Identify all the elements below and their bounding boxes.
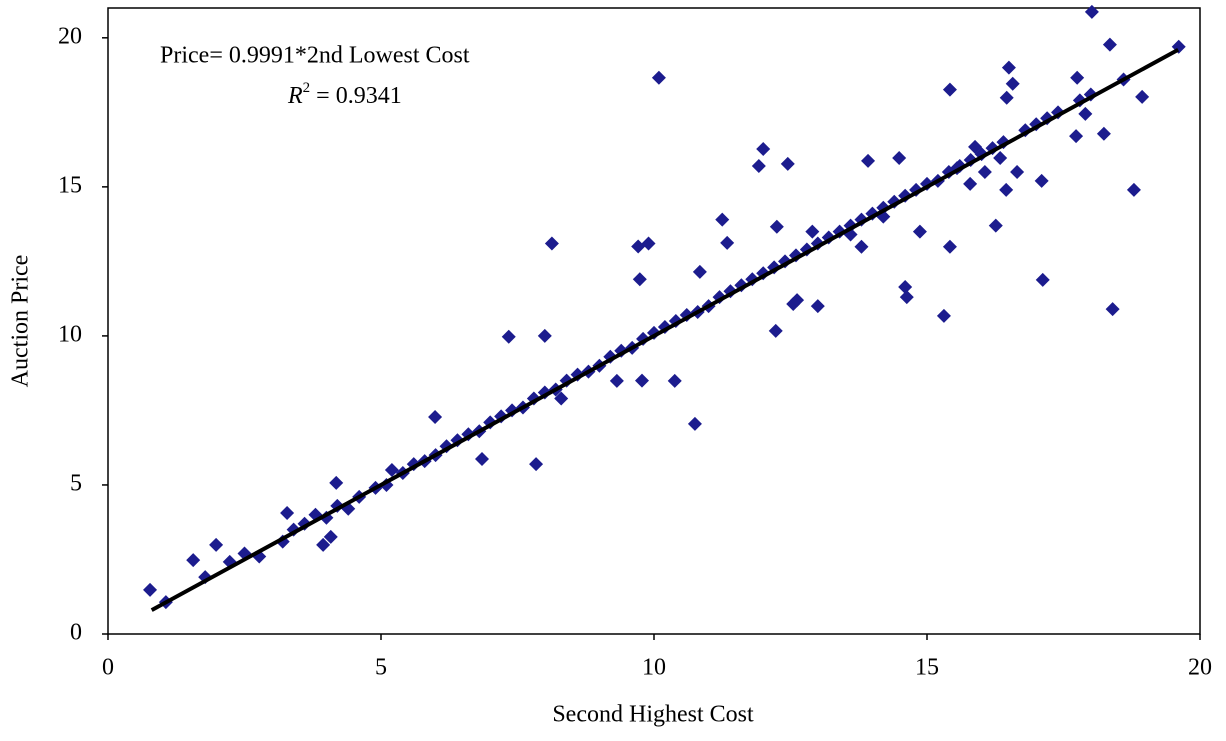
- point: [687, 416, 702, 431]
- point: [143, 582, 158, 597]
- point: [942, 239, 957, 254]
- r-power: 2: [303, 80, 311, 96]
- point: [329, 475, 344, 490]
- point: [631, 239, 646, 254]
- point: [936, 308, 951, 323]
- point: [1034, 173, 1049, 188]
- point: [280, 505, 295, 520]
- point: [186, 553, 201, 568]
- point: [609, 373, 624, 388]
- point: [692, 264, 707, 279]
- point: [861, 153, 876, 168]
- point: [999, 182, 1014, 197]
- point: [988, 218, 1003, 233]
- point: [209, 537, 224, 552]
- point: [1001, 60, 1016, 75]
- point: [316, 537, 331, 552]
- point: [1005, 76, 1020, 91]
- point: [799, 242, 814, 257]
- point: [384, 463, 399, 478]
- x-tick-label: 0: [102, 655, 114, 681]
- point: [780, 156, 795, 171]
- y-tick-label: 15: [58, 172, 82, 198]
- point: [1069, 129, 1084, 144]
- point: [554, 391, 569, 406]
- point: [999, 90, 1014, 105]
- point: [475, 452, 490, 467]
- point: [1070, 70, 1085, 85]
- x-tick-label: 10: [642, 655, 666, 681]
- y-tick-label: 5: [70, 470, 82, 496]
- x-axis-label: Second Highest Cost: [552, 702, 754, 728]
- point: [898, 280, 913, 295]
- point: [641, 236, 656, 251]
- plot-frame: [107, 7, 1201, 635]
- r-squared: R2 = 0.9341: [287, 80, 402, 108]
- r-symbol: R: [287, 83, 303, 109]
- x-tick-label: 20: [1188, 655, 1212, 681]
- point: [805, 224, 820, 239]
- point: [768, 323, 783, 338]
- point: [892, 150, 907, 165]
- r-value: = 0.9341: [316, 83, 402, 109]
- point: [1135, 89, 1150, 104]
- point: [810, 299, 825, 314]
- point: [854, 239, 869, 254]
- x-tick-label: 15: [915, 655, 939, 681]
- point: [1102, 37, 1117, 52]
- point: [769, 219, 784, 234]
- point: [323, 529, 338, 544]
- point: [1084, 4, 1099, 19]
- point: [428, 409, 443, 424]
- fit-equation: Price= 0.9991*2nd Lowest Cost: [160, 43, 470, 69]
- point: [899, 290, 914, 305]
- point: [501, 329, 516, 344]
- point: [632, 272, 647, 287]
- point: [1078, 106, 1093, 121]
- point: [977, 164, 992, 179]
- point: [720, 235, 735, 250]
- point: [544, 236, 559, 251]
- point: [667, 373, 682, 388]
- point: [1096, 126, 1111, 141]
- point: [651, 70, 666, 85]
- y-axis-label: Auction Price: [8, 255, 34, 388]
- y-tick-label: 10: [58, 321, 82, 347]
- point: [993, 150, 1008, 165]
- fit-line: [150, 47, 1180, 612]
- point: [1105, 302, 1120, 317]
- point: [634, 373, 649, 388]
- point: [756, 141, 771, 156]
- point: [715, 212, 730, 227]
- point: [790, 293, 805, 308]
- point: [942, 82, 957, 97]
- point: [1010, 164, 1025, 179]
- y-tick-label: 20: [58, 23, 82, 49]
- point: [1126, 182, 1141, 197]
- point: [537, 328, 552, 343]
- point: [963, 176, 978, 191]
- point: [751, 158, 766, 173]
- point: [529, 457, 544, 472]
- y-tick-label: 0: [70, 620, 82, 646]
- x-tick-label: 5: [375, 655, 387, 681]
- point: [912, 224, 927, 239]
- point: [1035, 272, 1050, 287]
